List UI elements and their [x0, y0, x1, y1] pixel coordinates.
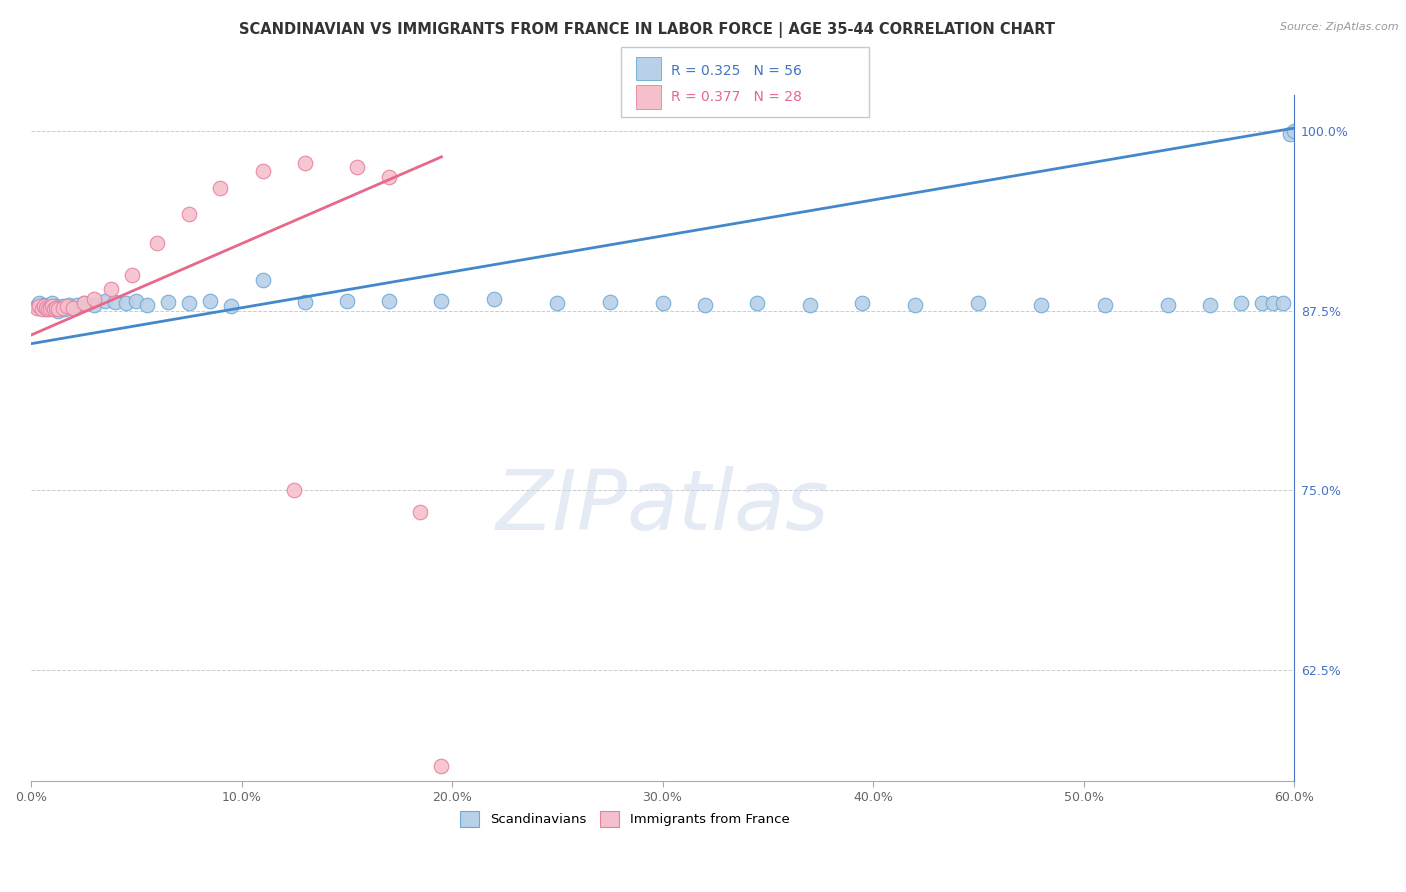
Point	[72, 296, 94, 310]
Point	[53, 302, 76, 317]
Point	[209, 181, 232, 195]
Point	[121, 268, 143, 282]
Point	[72, 296, 94, 310]
Point	[252, 273, 274, 287]
Point	[28, 296, 51, 310]
Point	[41, 296, 63, 310]
Point	[482, 292, 505, 306]
Point	[56, 299, 79, 313]
Point	[346, 160, 368, 174]
Text: SCANDINAVIAN VS IMMIGRANTS FROM FRANCE IN LABOR FORCE | AGE 35-44 CORRELATION CH: SCANDINAVIAN VS IMMIGRANTS FROM FRANCE I…	[239, 22, 1054, 38]
Point	[283, 483, 305, 498]
Point	[49, 301, 72, 315]
Point	[44, 302, 66, 317]
Point	[32, 299, 55, 313]
Point	[1031, 298, 1053, 312]
Point	[1282, 124, 1305, 138]
Point	[39, 301, 62, 315]
Point	[294, 155, 316, 169]
Point	[967, 296, 990, 310]
Point	[599, 295, 621, 310]
Text: Source: ZipAtlas.com: Source: ZipAtlas.com	[1281, 22, 1399, 32]
Point	[31, 302, 53, 317]
Point	[1261, 296, 1284, 310]
Point	[41, 299, 63, 313]
Point	[83, 298, 105, 312]
Point	[799, 298, 821, 312]
Point	[904, 298, 927, 312]
Point	[1157, 298, 1180, 312]
Legend: Scandinavians, Immigrants from France: Scandinavians, Immigrants from France	[454, 805, 794, 832]
Point	[35, 301, 58, 315]
Point	[28, 299, 51, 313]
Point	[219, 299, 242, 313]
Point	[430, 759, 453, 773]
Point	[146, 236, 169, 251]
Point	[177, 296, 200, 310]
Point	[114, 296, 136, 310]
Point	[104, 295, 127, 310]
Point	[336, 293, 359, 308]
Point	[378, 169, 401, 184]
Point	[1251, 296, 1274, 310]
Point	[39, 301, 62, 315]
Point	[44, 302, 66, 317]
Point	[66, 298, 89, 312]
Point	[1272, 296, 1295, 310]
Point	[37, 302, 59, 317]
Point	[35, 302, 58, 317]
Point	[851, 296, 873, 310]
Point	[27, 301, 49, 315]
Point	[693, 298, 716, 312]
Point	[83, 292, 105, 306]
Point	[1198, 298, 1220, 312]
Point	[409, 505, 432, 519]
Point	[252, 164, 274, 178]
Point	[48, 303, 70, 318]
Point	[100, 282, 122, 296]
Point	[62, 301, 84, 315]
Point	[1094, 298, 1116, 312]
Point	[27, 299, 49, 313]
Point	[52, 299, 75, 313]
Point	[294, 295, 316, 310]
Point	[1278, 127, 1301, 141]
Point	[430, 293, 453, 308]
Point	[31, 301, 53, 315]
Point	[546, 296, 568, 310]
Point	[48, 302, 70, 317]
Point	[125, 293, 148, 308]
Point	[198, 293, 221, 308]
Point	[747, 296, 769, 310]
Point	[378, 293, 401, 308]
Point	[156, 295, 179, 310]
Text: R = 0.377   N = 28: R = 0.377 N = 28	[671, 90, 801, 104]
Point	[1230, 296, 1253, 310]
Point	[177, 207, 200, 221]
Point	[45, 299, 67, 313]
Point	[58, 298, 80, 312]
Point	[45, 301, 67, 315]
Text: R = 0.325   N = 56: R = 0.325 N = 56	[671, 63, 801, 78]
Point	[651, 296, 673, 310]
Point	[32, 298, 55, 312]
Point	[52, 301, 75, 315]
Point	[62, 301, 84, 315]
Point	[93, 293, 115, 308]
Text: ZIPatlas: ZIPatlas	[496, 466, 830, 547]
Point	[37, 299, 59, 313]
Point	[135, 298, 157, 312]
